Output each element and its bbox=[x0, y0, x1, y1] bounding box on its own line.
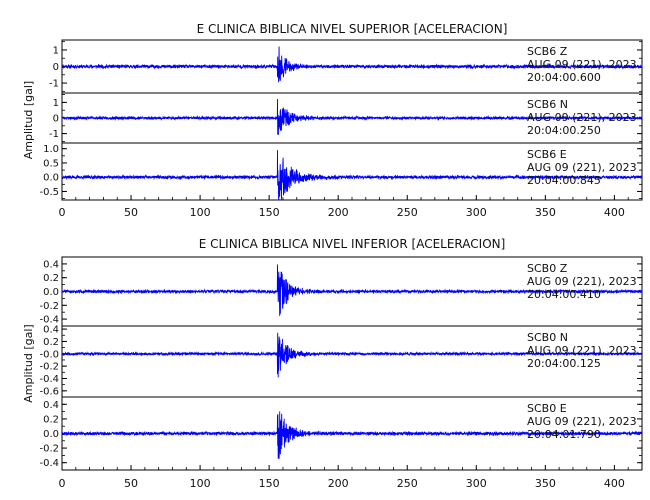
date-label: AUG 09 (221), 2023 bbox=[527, 111, 637, 124]
x-tick-label: 250 bbox=[397, 477, 418, 490]
y-tick-label: 0.4 bbox=[43, 325, 59, 336]
chart-2: E CLINICA BIBLICA NIVEL INFERIOR [ACELER… bbox=[22, 237, 643, 490]
y-tick-label: -1 bbox=[49, 79, 59, 90]
y-tick-label: 0 bbox=[53, 114, 59, 125]
x-tick-label: 350 bbox=[535, 477, 556, 490]
chart-title: E CLINICA BIBLICA NIVEL INFERIOR [ACELER… bbox=[199, 237, 506, 251]
time-label: 20:04:00.410 bbox=[527, 288, 601, 301]
x-tick-label: 200 bbox=[328, 477, 349, 490]
station-label: SCB0 Z bbox=[527, 262, 568, 275]
chart-1: E CLINICA BIBLICA NIVEL SUPERIOR [ACELER… bbox=[22, 22, 643, 219]
y-tick-label: -0.4 bbox=[39, 315, 59, 326]
y-tick-label: -0.0 bbox=[39, 349, 59, 360]
waveform-trace bbox=[61, 264, 643, 316]
y-tick-label: -0.4 bbox=[39, 458, 59, 469]
y-tick-label: 1 bbox=[53, 98, 59, 109]
x-tick-label: 150 bbox=[259, 206, 280, 219]
y-tick-label: -0.6 bbox=[39, 386, 59, 397]
x-tick-label: 400 bbox=[604, 206, 625, 219]
time-label: 20:04:00.125 bbox=[527, 357, 601, 370]
waveform-trace bbox=[61, 46, 643, 83]
x-tick-label: 0 bbox=[59, 206, 66, 219]
x-tick-label: 250 bbox=[397, 206, 418, 219]
date-label: AUG 09 (221), 2023 bbox=[527, 275, 637, 288]
y-axis-label: Amplitud [gal] bbox=[22, 81, 35, 159]
x-tick-label: 350 bbox=[535, 206, 556, 219]
y-tick-label: 0.2 bbox=[43, 337, 59, 348]
y-tick-label: 0.0 bbox=[43, 429, 59, 440]
time-label: 20:04:00.845 bbox=[527, 174, 601, 187]
y-tick-label: 0.4 bbox=[43, 400, 59, 411]
waveform-trace bbox=[61, 150, 643, 201]
waveform-trace bbox=[61, 332, 643, 378]
waveform-trace bbox=[61, 98, 643, 135]
time-label: 20:04:00.250 bbox=[527, 124, 601, 137]
waveform-trace bbox=[61, 411, 643, 459]
station-label: SCB6 N bbox=[527, 98, 568, 111]
date-label: AUG 09 (221), 2023 bbox=[527, 58, 637, 71]
x-tick-label: 50 bbox=[124, 477, 138, 490]
date-label: AUG 09 (221), 2023 bbox=[527, 161, 637, 174]
y-tick-label: -0.2 bbox=[39, 444, 59, 455]
y-tick-label: -0.4 bbox=[39, 374, 59, 385]
x-tick-label: 200 bbox=[328, 206, 349, 219]
y-tick-label: -0.5 bbox=[39, 187, 59, 198]
station-label: SCB0 E bbox=[527, 402, 567, 415]
x-tick-label: 100 bbox=[190, 477, 211, 490]
y-tick-label: 0.0 bbox=[43, 287, 59, 298]
x-tick-label: 300 bbox=[466, 206, 487, 219]
x-tick-label: 150 bbox=[259, 477, 280, 490]
time-label: 20:04:01.790 bbox=[527, 428, 601, 441]
y-tick-label: -1 bbox=[49, 129, 59, 140]
x-tick-label: 0 bbox=[59, 477, 66, 490]
y-tick-label: 0.5 bbox=[43, 158, 59, 169]
station-label: SCB6 Z bbox=[527, 45, 568, 58]
station-label: SCB0 N bbox=[527, 331, 568, 344]
x-tick-label: 300 bbox=[466, 477, 487, 490]
y-axis-label: Amplitud [gal] bbox=[22, 324, 35, 402]
chart-title: E CLINICA BIBLICA NIVEL SUPERIOR [ACELER… bbox=[197, 22, 508, 36]
y-tick-label: 0 bbox=[53, 62, 59, 73]
y-tick-label: 0.2 bbox=[43, 414, 59, 425]
x-tick-label: 50 bbox=[124, 206, 138, 219]
date-label: AUG 09 (221), 2023 bbox=[527, 344, 637, 357]
y-tick-label: 1 bbox=[53, 45, 59, 56]
station-label: SCB6 E bbox=[527, 148, 567, 161]
y-tick-label: 1.0 bbox=[43, 144, 59, 155]
y-tick-label: -0.2 bbox=[39, 362, 59, 373]
date-label: AUG 09 (221), 2023 bbox=[527, 415, 637, 428]
x-tick-label: 400 bbox=[604, 477, 625, 490]
y-tick-label: 0.0 bbox=[43, 173, 59, 184]
y-tick-label: -0.2 bbox=[39, 301, 59, 312]
y-tick-label: 0.2 bbox=[43, 273, 59, 284]
x-tick-label: 100 bbox=[190, 206, 211, 219]
time-label: 20:04:00.600 bbox=[527, 71, 601, 84]
y-tick-label: 0.4 bbox=[43, 259, 59, 270]
